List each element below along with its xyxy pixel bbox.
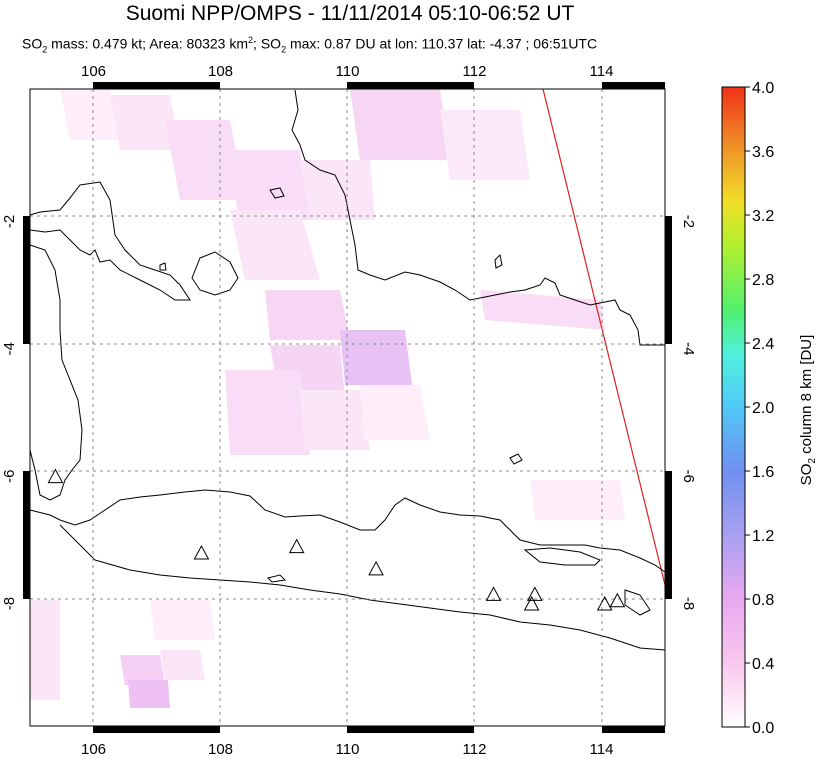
colorbar-tick-label: 0.0 (752, 720, 774, 737)
so2-retrievals (30, 89, 665, 726)
colorbar-tick-label: 0.4 (752, 656, 774, 673)
lat-tick-label: -2 (680, 215, 697, 228)
coastlines (29, 89, 666, 651)
swath-edge-line (542, 88, 666, 586)
volcano-triangle-icon (47, 468, 64, 484)
volcano-triangle-icon (609, 592, 626, 608)
lon-tick-label: 110 (336, 741, 360, 758)
lon-tick-label: 110 (336, 63, 360, 80)
lon-tick-label: 108 (208, 63, 233, 80)
colorbar-tick-label: 2.0 (752, 400, 774, 417)
lon-labels-top: 106 108 110 112 114 (81, 63, 613, 80)
lat-tick-label: -4 (1, 342, 18, 355)
colorbar-ticks: 4.0 3.6 3.2 2.8 2.4 2.0 1.6 1.2 0.8 0.4 0.0 (745, 80, 774, 737)
volcano-triangle-icon (526, 586, 543, 601)
colorbar-tick-label: 3.2 (752, 208, 774, 225)
map-border-ticks (23, 82, 672, 733)
volcano-markers (47, 468, 626, 611)
lat-labels-right: -2 -4 -6 -8 (680, 215, 697, 611)
colorbar-title: SO2 column 8 km [DU] (798, 334, 818, 486)
colorbar-tick-label: 2.4 (752, 336, 774, 353)
lon-labels-bottom: 106 108 110 112 114 (81, 741, 613, 758)
volcano-triangle-icon (368, 560, 384, 576)
lat-tick-label: -6 (1, 470, 18, 483)
lon-tick-label: 112 (463, 63, 487, 80)
subtitle: SO2 mass: 0.479 kt; Area: 80323 km2; SO2… (22, 35, 598, 55)
volcano-triangle-icon (193, 544, 210, 560)
colorbar-tick-label: 3.6 (752, 144, 774, 161)
volcano-triangle-icon (523, 595, 540, 611)
colorbar-tick-label: 0.8 (752, 592, 774, 609)
lat-tick-label: -2 (1, 215, 18, 228)
colorbar (721, 86, 746, 728)
colorbar-tick-label: 1.6 (752, 464, 774, 481)
colorbar-tick-label: 1.2 (752, 528, 774, 545)
lon-tick-label: 112 (463, 741, 487, 758)
colorbar-tick-label: 4.0 (752, 80, 774, 97)
volcano-triangle-icon (596, 595, 613, 611)
lon-tick-label: 108 (208, 741, 233, 758)
lon-tick-label: 106 (81, 741, 106, 758)
lat-labels-left: -2 -4 -6 -8 (1, 215, 18, 611)
lat-tick-label: -8 (680, 597, 697, 610)
lat-tick-label: -4 (680, 342, 697, 355)
lat-lon-grid (30, 89, 665, 726)
volcano-triangle-icon (288, 538, 305, 554)
lat-tick-label: -8 (1, 597, 18, 610)
lon-tick-label: 114 (590, 741, 614, 758)
page-title: Suomi NPP/OMPS - 11/11/2014 05:10-06:52 … (125, 2, 575, 25)
colorbar-tick-label: 2.8 (752, 272, 774, 289)
lon-tick-label: 114 (590, 63, 614, 80)
lat-tick-label: -6 (680, 470, 697, 483)
lon-tick-label: 106 (81, 63, 106, 80)
volcano-triangle-icon (485, 586, 502, 601)
